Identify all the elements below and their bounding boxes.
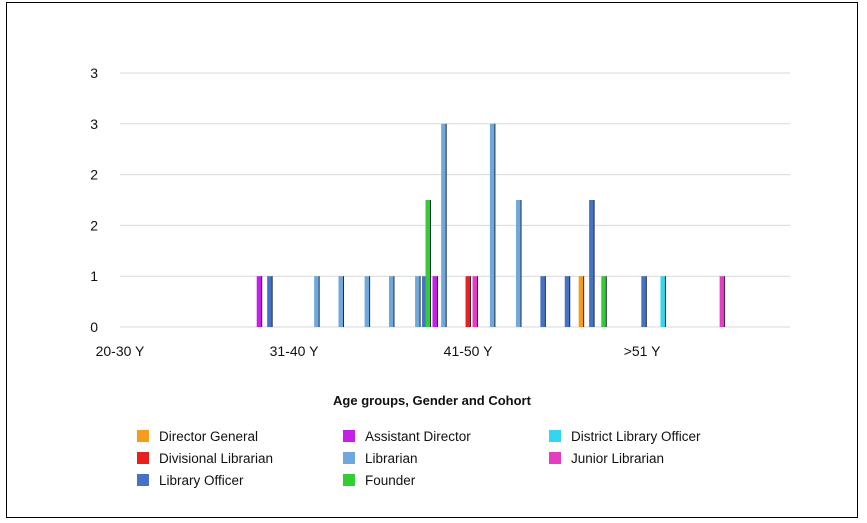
y-tick-label: 3 (90, 65, 98, 81)
legend-item: Library Officer (137, 473, 244, 488)
x-tick-label: 20-30 Y (96, 343, 145, 359)
bar-library-officer (267, 276, 273, 327)
bar-library-officer (540, 276, 546, 327)
legend-item: Assistant Director (343, 429, 471, 444)
bar-junior-librarian (472, 276, 478, 327)
legend-swatch (549, 452, 561, 464)
legend-label: Assistant Director (365, 429, 471, 444)
legend-swatch (549, 430, 561, 442)
legend-label: Divisional Librarian (159, 451, 273, 466)
bar-founder (425, 200, 431, 327)
bar-librarian (388, 276, 394, 327)
x-axis-ticks: 20-30 Y 31-40 Y 41-50 Y >51 Y (96, 343, 661, 359)
bar-library-officer (422, 276, 428, 327)
legend-swatch (137, 452, 149, 464)
bar-library-officer (589, 200, 595, 327)
x-tick-label: 41-50 Y (444, 343, 493, 359)
legend: Director General Assistant Director Distri… (137, 429, 701, 488)
legend-swatch (343, 430, 355, 442)
y-tick-label: 2 (90, 217, 98, 233)
bar-librarian (516, 200, 522, 327)
bar-librarian (364, 276, 370, 327)
legend-label: Founder (365, 473, 416, 488)
legend-label: Director General (159, 429, 258, 444)
bar-junior-librarian (719, 276, 725, 327)
bars (256, 123, 726, 327)
bar-library-officer (564, 276, 570, 327)
bar-assistant-director (432, 276, 438, 327)
y-tick-label: 3 (90, 116, 98, 132)
legend-item: Director General (137, 429, 258, 444)
bar-librarian (489, 123, 495, 327)
legend-swatch (343, 474, 355, 486)
legend-label: Junior Librarian (571, 451, 664, 466)
legend-item: Junior Librarian (549, 451, 664, 466)
bar-district-library-officer (660, 276, 666, 327)
legend-item: Founder (343, 473, 416, 488)
y-tick-label: 1 (90, 268, 98, 284)
legend-label: District Library Officer (571, 429, 701, 444)
x-tick-label: 31-40 Y (270, 343, 319, 359)
legend-item: Librarian (343, 451, 418, 466)
bar-founder (601, 276, 607, 327)
legend-swatch (137, 474, 149, 486)
bar-library-officer (641, 276, 647, 327)
bar-librarian (415, 276, 421, 327)
legend-swatch (343, 452, 355, 464)
bar-librarian (314, 276, 320, 327)
y-tick-label: 2 (90, 167, 98, 183)
legend-item: District Library Officer (549, 429, 701, 444)
x-tick-label: >51 Y (624, 343, 661, 359)
gridlines (120, 72, 790, 328)
bar-director-general (578, 276, 584, 327)
legend-item: Divisional Librarian (137, 451, 273, 466)
y-axis-ticks: 0 1 2 2 3 3 (90, 65, 98, 335)
bar-assistant-director (256, 276, 262, 327)
legend-label: Librarian (365, 451, 418, 466)
legend-swatch (137, 430, 149, 442)
bar-librarian (338, 276, 344, 327)
legend-label: Library Officer (159, 473, 244, 488)
x-axis-title: Age groups, Gender and Cohort (333, 393, 532, 408)
bar-librarian (441, 123, 447, 327)
y-tick-label: 0 (90, 319, 98, 335)
bar-divisional-librarian (465, 276, 471, 327)
